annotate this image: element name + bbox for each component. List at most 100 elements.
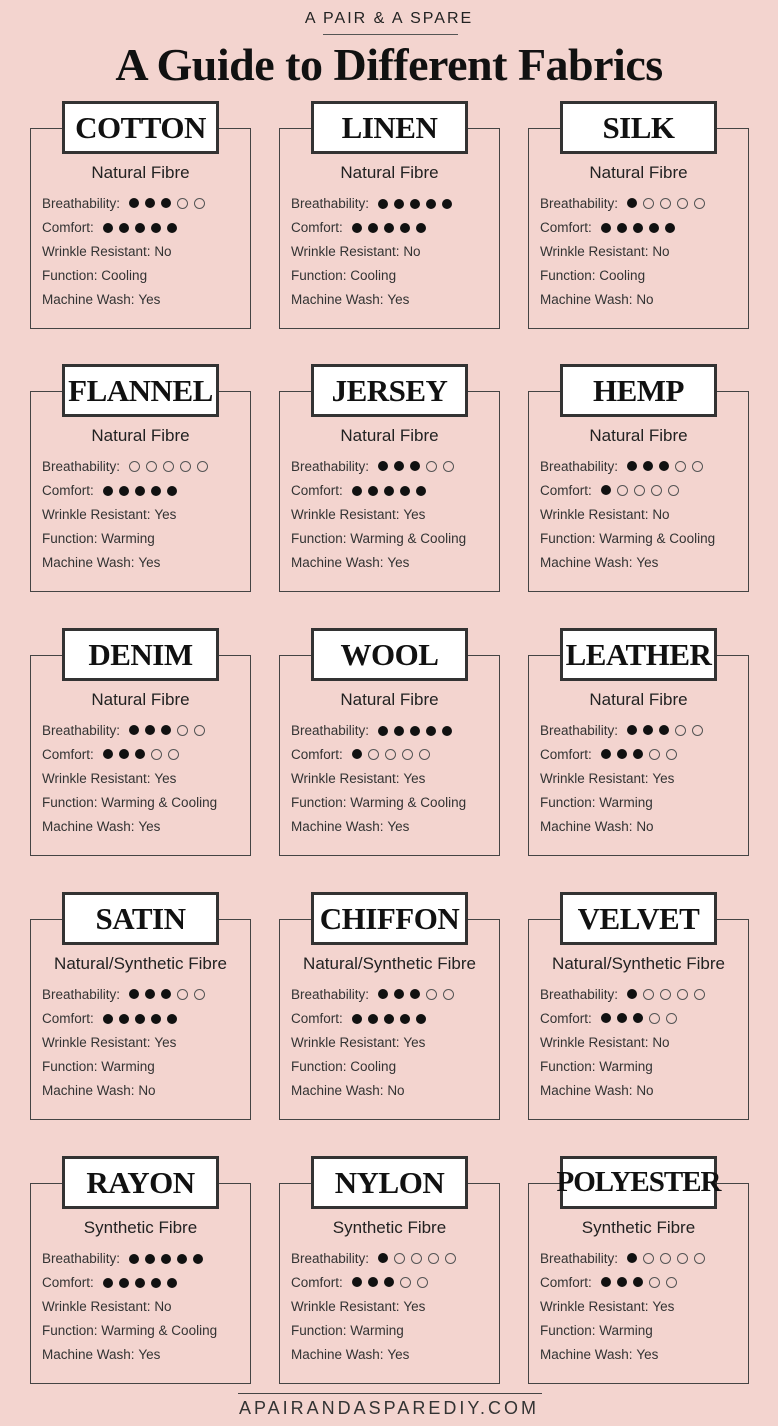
empty-dot-icon: [180, 461, 192, 472]
function-label: Function:: [42, 1059, 98, 1074]
empty-dot-icon: [445, 1253, 457, 1264]
wrinkle-row: Wrinkle Resistant: Yes: [291, 771, 425, 786]
fabric-card: JERSEY Natural Fibre Breathability: Comfort…: [279, 364, 500, 592]
comfort-label: Comfort:: [291, 747, 343, 762]
wrinkle-label: Wrinkle Resistant:: [42, 1035, 151, 1050]
filled-dot-icon: [118, 1013, 129, 1024]
comfort-row: Comfort:: [291, 483, 426, 498]
function-row: Function: Cooling: [42, 268, 147, 283]
filled-dot-icon: [659, 461, 670, 471]
breathability-rating: [129, 725, 206, 736]
empty-dot-icon: [411, 1253, 423, 1264]
fabric-card: LEATHER Natural Fibre Breathability: Comfor…: [528, 628, 749, 856]
empty-dot-icon: [177, 198, 189, 209]
filled-dot-icon: [415, 1013, 426, 1024]
breathability-row: Breathability:: [540, 723, 704, 738]
breathability-row: Breathability:: [42, 723, 206, 738]
function-row: Function: Warming & Cooling: [42, 795, 217, 810]
filled-dot-icon: [118, 749, 129, 759]
fabric-name: FLANNEL: [62, 364, 219, 417]
breathability-rating: [378, 198, 453, 209]
wash-value: Yes: [387, 819, 410, 834]
empty-dot-icon: [665, 1277, 677, 1288]
wash-label: Machine Wash:: [540, 292, 633, 307]
filled-dot-icon: [627, 1253, 638, 1263]
breathability-rating: [129, 989, 206, 1000]
filled-dot-icon: [145, 989, 156, 999]
breathability-row: Breathability:: [540, 1251, 706, 1266]
fibre-type: Synthetic Fibre: [83, 1218, 198, 1237]
filled-dot-icon: [161, 725, 172, 735]
empty-dot-icon: [665, 1013, 677, 1024]
empty-dot-icon: [428, 1253, 440, 1264]
fabric-card: FLANNEL Natural Fibre Breathability: Comfor…: [30, 364, 251, 592]
function-row: Function: Warming & Cooling: [540, 531, 715, 546]
wrinkle-label: Wrinkle Resistant:: [42, 771, 151, 786]
filled-dot-icon: [616, 1277, 627, 1287]
breathability-rating: [627, 198, 706, 209]
fibre-type: Natural/Synthetic Fibre: [303, 954, 476, 973]
filled-dot-icon: [129, 198, 140, 208]
empty-dot-icon: [648, 1013, 660, 1024]
filled-dot-icon: [102, 1277, 113, 1288]
empty-dot-icon: [643, 1253, 655, 1264]
filled-dot-icon: [161, 1253, 172, 1264]
filled-dot-icon: [410, 461, 421, 471]
filled-dot-icon: [150, 485, 161, 496]
empty-dot-icon: [177, 725, 189, 736]
comfort-label: Comfort:: [540, 220, 592, 235]
filled-dot-icon: [378, 725, 389, 736]
filled-dot-icon: [632, 749, 643, 759]
empty-dot-icon: [694, 989, 706, 1000]
wrinkle-value: No: [154, 1299, 172, 1314]
empty-dot-icon: [648, 1277, 660, 1288]
filled-dot-icon: [627, 725, 638, 735]
filled-dot-icon: [118, 485, 129, 496]
wrinkle-value: Yes: [652, 771, 675, 786]
filled-dot-icon: [118, 1277, 129, 1288]
function-label: Function:: [540, 795, 596, 810]
filled-dot-icon: [383, 1013, 394, 1024]
filled-dot-icon: [378, 1253, 389, 1263]
filled-dot-icon: [129, 725, 140, 735]
filled-dot-icon: [616, 1013, 627, 1023]
function-value: Warming: [599, 1059, 653, 1074]
filled-dot-icon: [394, 725, 405, 736]
fabric-card: POLYESTER Synthetic Fibre Breathability: Co…: [528, 1156, 749, 1384]
comfort-row: Comfort:: [291, 747, 430, 762]
wrinkle-row: Wrinkle Resistant: No: [42, 1299, 172, 1314]
fabric-name: POLYESTER: [557, 1156, 722, 1209]
filled-dot-icon: [150, 1013, 161, 1024]
wash-row: Machine Wash: Yes: [291, 1347, 409, 1362]
comfort-rating: [102, 222, 177, 233]
filled-dot-icon: [134, 1277, 145, 1288]
filled-dot-icon: [383, 485, 394, 496]
filled-dot-icon: [648, 222, 659, 233]
wash-value: Yes: [636, 555, 659, 570]
empty-dot-icon: [692, 725, 704, 736]
filled-dot-icon: [600, 222, 611, 233]
fabric-name: SILK: [560, 101, 717, 154]
filled-dot-icon: [102, 485, 113, 496]
filled-dot-icon: [442, 198, 453, 209]
comfort-label: Comfort:: [42, 747, 94, 762]
empty-dot-icon: [443, 989, 455, 1000]
filled-dot-icon: [102, 1013, 113, 1024]
empty-dot-icon: [177, 989, 189, 1000]
filled-dot-icon: [632, 1013, 643, 1023]
empty-dot-icon: [660, 989, 672, 1000]
filled-dot-icon: [378, 989, 389, 999]
function-value: Cooling: [101, 268, 148, 283]
function-label: Function:: [291, 268, 347, 283]
function-row: Function: Cooling: [540, 268, 645, 283]
breathability-label: Breathability:: [291, 459, 370, 474]
wash-value: No: [636, 1083, 654, 1098]
footer-divider: [238, 1393, 542, 1394]
function-row: Function: Warming: [42, 531, 155, 546]
empty-dot-icon: [426, 989, 438, 1000]
wrinkle-label: Wrinkle Resistant:: [291, 1035, 400, 1050]
comfort-rating: [351, 485, 426, 496]
filled-dot-icon: [378, 461, 389, 471]
filled-dot-icon: [193, 1253, 204, 1264]
empty-dot-icon: [675, 725, 687, 736]
